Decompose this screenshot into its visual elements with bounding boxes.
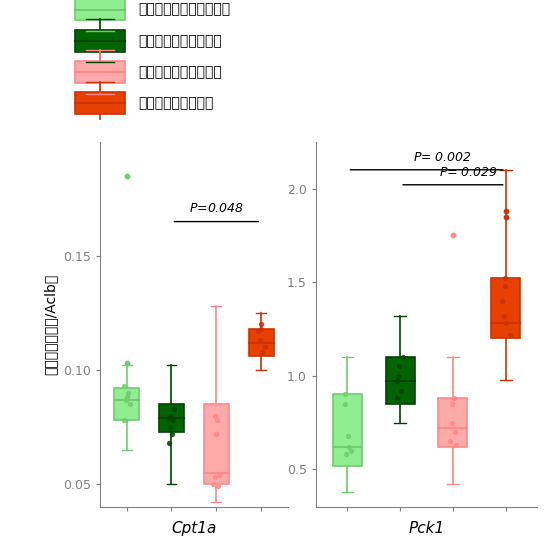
Bar (386, 357, 415, 404)
Text: リン酸緩衝液＋運動なし: リン酸緩衝液＋運動なし (138, 3, 230, 16)
Point (257, 324, 265, 333)
Text: ヤセ菌投与＋運動有: ヤセ菌投与＋運動有 (138, 96, 214, 110)
Point (254, 327, 263, 336)
Point (214, 470, 223, 479)
Text: $P$=0.048: $P$=0.048 (189, 202, 244, 215)
Point (214, 482, 223, 491)
Point (213, 416, 222, 425)
Point (257, 347, 266, 356)
FancyBboxPatch shape (75, 61, 125, 83)
Point (501, 274, 510, 283)
Point (168, 429, 177, 438)
Point (260, 343, 269, 352)
Point (345, 443, 354, 451)
Point (125, 400, 134, 409)
Point (399, 353, 408, 361)
Point (165, 439, 173, 447)
Text: ヤセ菌投与＋運動なし: ヤセ菌投与＋運動なし (138, 65, 222, 79)
Point (497, 296, 506, 305)
Y-axis label: 相対的発現量（/Aclb）: 相対的発現量（/Aclb） (43, 274, 57, 375)
Point (397, 386, 406, 395)
Point (209, 480, 218, 488)
Bar (204, 404, 229, 484)
Point (166, 411, 175, 420)
Point (342, 450, 351, 459)
Point (255, 336, 264, 344)
Point (449, 394, 458, 403)
Point (123, 393, 132, 402)
Point (340, 399, 349, 408)
Point (211, 411, 220, 420)
FancyBboxPatch shape (75, 92, 125, 114)
FancyBboxPatch shape (75, 30, 125, 52)
Point (449, 231, 458, 240)
Point (122, 172, 131, 180)
Point (452, 441, 460, 450)
Point (120, 382, 129, 390)
FancyBboxPatch shape (75, 0, 125, 20)
Point (502, 319, 511, 328)
Point (393, 394, 402, 403)
Text: $P$= 0.002: $P$= 0.002 (413, 151, 472, 164)
Bar (491, 278, 520, 338)
Point (165, 422, 174, 431)
Bar (438, 398, 468, 447)
Point (121, 395, 130, 404)
Point (170, 404, 178, 413)
Point (447, 418, 456, 427)
Point (120, 416, 129, 425)
Point (501, 282, 510, 290)
Point (505, 330, 514, 339)
Point (393, 377, 402, 386)
Point (211, 473, 220, 482)
Point (347, 446, 356, 455)
Point (445, 437, 454, 446)
Point (393, 371, 402, 380)
Point (340, 390, 349, 399)
Point (500, 312, 509, 320)
Point (122, 359, 131, 367)
Bar (333, 395, 362, 465)
Point (165, 414, 173, 422)
Point (447, 399, 456, 408)
Point (257, 320, 265, 329)
Point (394, 362, 403, 371)
Point (501, 212, 510, 221)
Bar (159, 404, 184, 432)
Point (450, 428, 459, 437)
Point (344, 431, 353, 440)
X-axis label: Cpt1a: Cpt1a (171, 522, 217, 536)
Point (168, 416, 177, 425)
Text: リン酸緩衝液＋運動有: リン酸緩衝液＋運動有 (138, 34, 222, 48)
Bar (114, 388, 139, 420)
Point (124, 389, 133, 397)
Point (212, 429, 220, 438)
Text: $P$= 0.029: $P$= 0.029 (439, 166, 498, 179)
X-axis label: Pck1: Pck1 (408, 522, 445, 536)
Bar (249, 329, 274, 356)
Point (501, 207, 510, 215)
